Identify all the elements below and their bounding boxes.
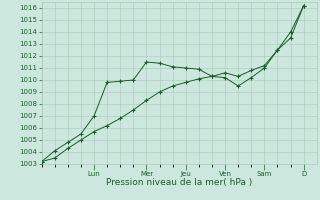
X-axis label: Pression niveau de la mer( hPa ): Pression niveau de la mer( hPa ): [106, 178, 252, 187]
